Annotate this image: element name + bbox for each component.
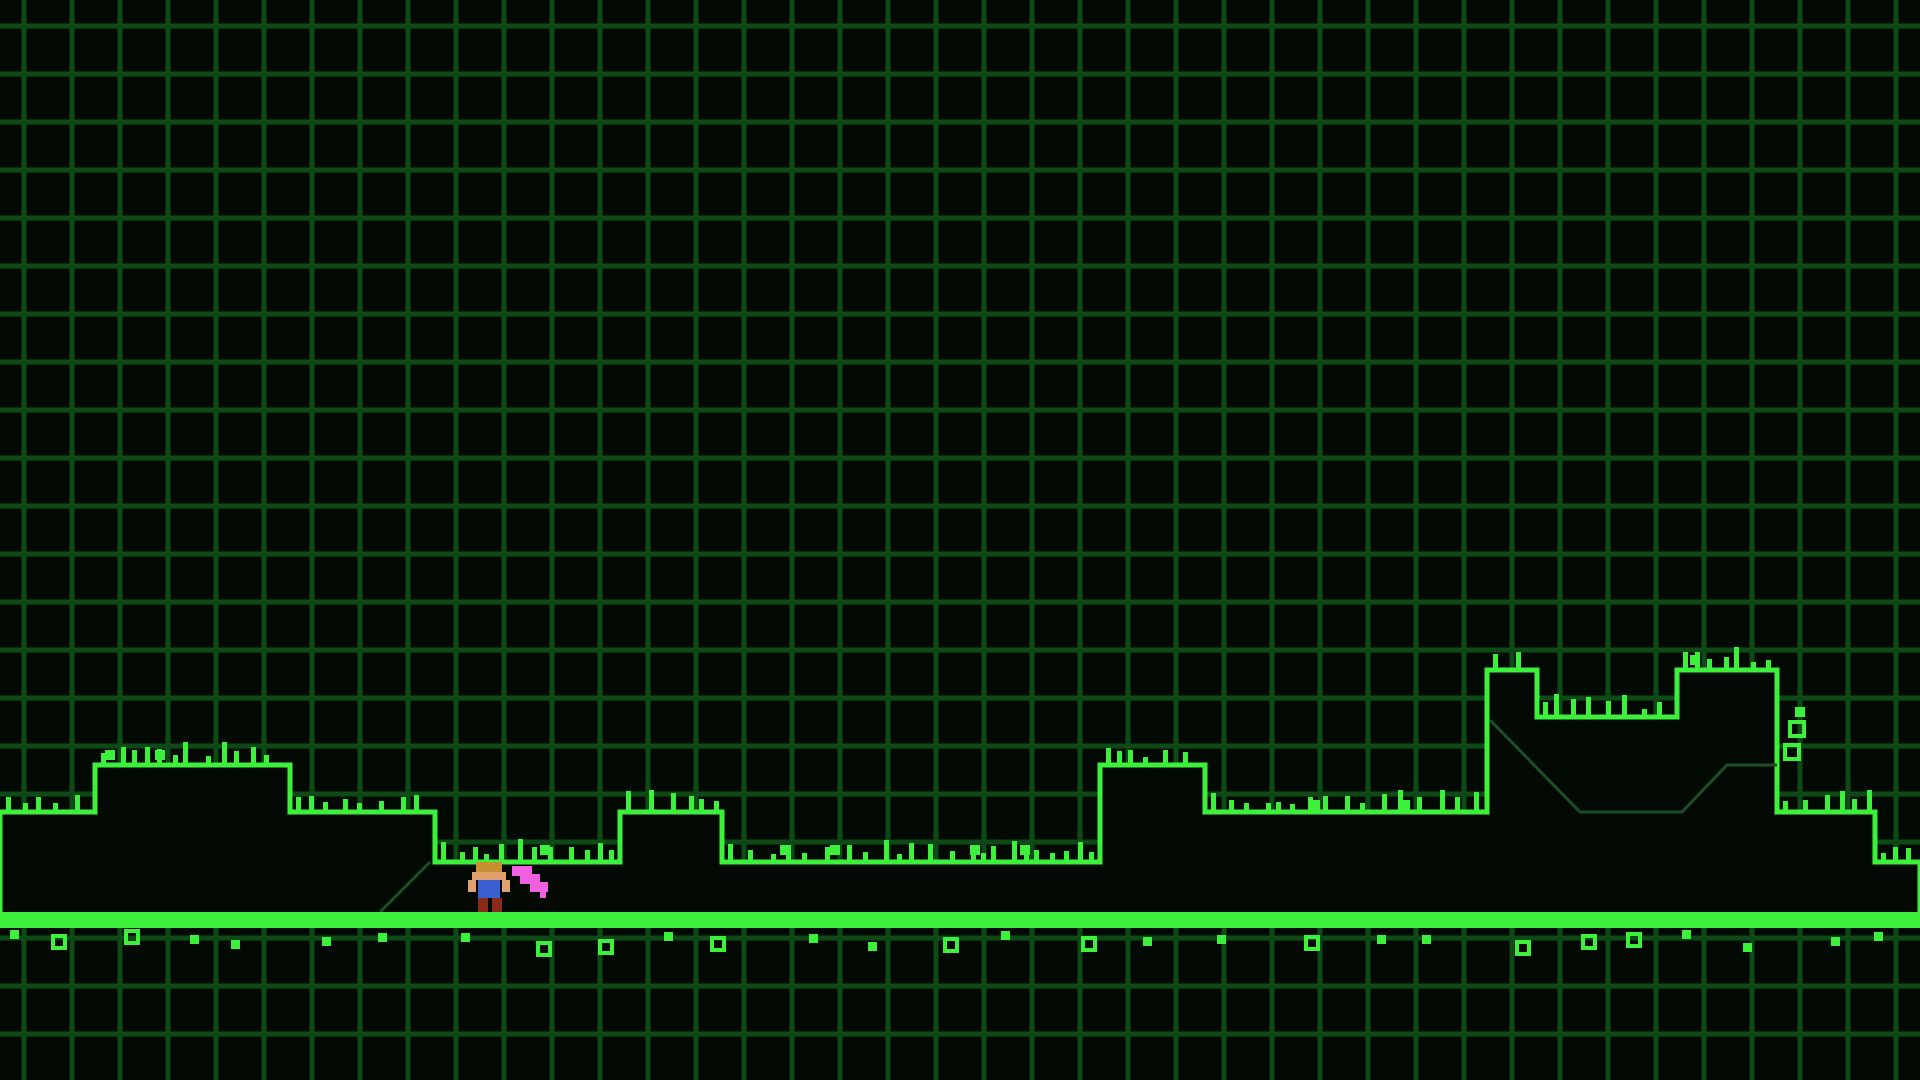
ramps	[378, 718, 1777, 914]
ground-strip	[0, 912, 1920, 957]
floating-sparkles	[105, 655, 1806, 855]
grass-tufts	[6, 647, 1911, 862]
terrain-left-hill	[0, 667, 1920, 918]
terrain	[0, 667, 1920, 918]
pink-scarf-icon	[512, 866, 548, 898]
player-character	[468, 862, 548, 912]
